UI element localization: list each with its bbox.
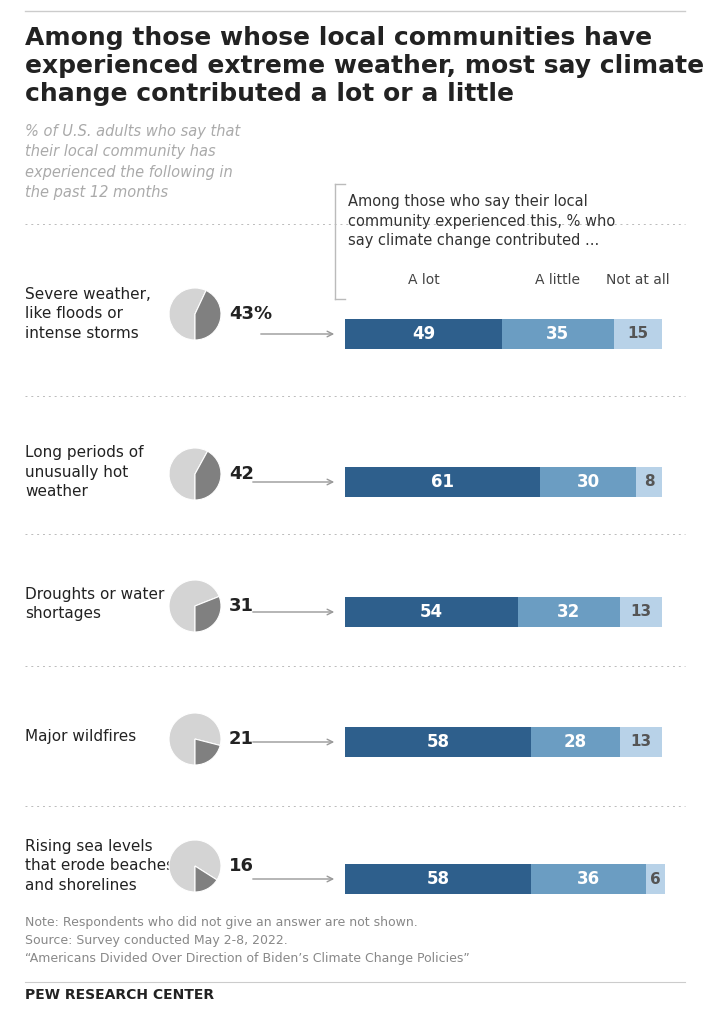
Wedge shape bbox=[169, 580, 219, 632]
Text: 36: 36 bbox=[577, 870, 600, 888]
Text: 54: 54 bbox=[420, 603, 443, 621]
Bar bbox=[636, 467, 662, 497]
Text: 58: 58 bbox=[426, 733, 449, 751]
Text: 13: 13 bbox=[630, 734, 652, 750]
Text: PEW RESEARCH CENTER: PEW RESEARCH CENTER bbox=[25, 988, 214, 1002]
Text: Among those who say their local
community experienced this, % who
say climate ch: Among those who say their local communit… bbox=[348, 194, 616, 248]
Wedge shape bbox=[169, 288, 206, 340]
Text: 58: 58 bbox=[426, 870, 449, 888]
Wedge shape bbox=[195, 452, 221, 500]
Text: Not at all: Not at all bbox=[606, 273, 670, 287]
Wedge shape bbox=[169, 840, 221, 892]
Wedge shape bbox=[195, 866, 217, 892]
Bar bbox=[345, 864, 530, 894]
Bar bbox=[530, 864, 646, 894]
Bar bbox=[345, 727, 530, 757]
Text: A little: A little bbox=[535, 273, 580, 287]
Text: A lot: A lot bbox=[408, 273, 439, 287]
Text: 42: 42 bbox=[229, 465, 254, 483]
Bar bbox=[345, 467, 540, 497]
Text: Note: Respondents who did not give an answer are not shown.
Source: Survey condu: Note: Respondents who did not give an an… bbox=[25, 916, 470, 965]
Text: 8: 8 bbox=[644, 474, 655, 489]
Bar bbox=[614, 319, 662, 349]
Text: Rising sea levels
that erode beaches
and shorelines: Rising sea levels that erode beaches and… bbox=[25, 839, 174, 893]
Text: 30: 30 bbox=[577, 473, 600, 490]
Text: Major wildfires: Major wildfires bbox=[25, 728, 136, 743]
Text: 13: 13 bbox=[630, 604, 652, 620]
Bar bbox=[646, 864, 665, 894]
Bar bbox=[530, 727, 621, 757]
Text: 43%: 43% bbox=[229, 305, 272, 323]
Wedge shape bbox=[195, 291, 221, 340]
Text: % of U.S. adults who say that
their local community has
experienced the followin: % of U.S. adults who say that their loca… bbox=[25, 124, 240, 201]
Text: 16: 16 bbox=[229, 857, 254, 874]
Bar bbox=[621, 597, 662, 627]
Wedge shape bbox=[169, 713, 221, 765]
Bar bbox=[345, 597, 518, 627]
Text: Severe weather,
like floods or
intense storms: Severe weather, like floods or intense s… bbox=[25, 287, 151, 341]
Text: 28: 28 bbox=[564, 733, 587, 751]
Text: 21: 21 bbox=[229, 730, 254, 748]
Wedge shape bbox=[169, 449, 207, 500]
Bar bbox=[540, 467, 636, 497]
Bar bbox=[502, 319, 614, 349]
Text: Long periods of
unusually hot
weather: Long periods of unusually hot weather bbox=[25, 444, 143, 500]
Text: 32: 32 bbox=[557, 603, 581, 621]
Text: 6: 6 bbox=[650, 871, 661, 887]
Bar bbox=[621, 727, 662, 757]
Bar bbox=[518, 597, 621, 627]
Text: Droughts or water
shortages: Droughts or water shortages bbox=[25, 587, 165, 622]
Text: 15: 15 bbox=[627, 327, 648, 341]
Bar bbox=[345, 319, 502, 349]
Text: 31: 31 bbox=[229, 597, 254, 615]
Text: 35: 35 bbox=[546, 325, 569, 343]
Text: 49: 49 bbox=[412, 325, 435, 343]
Text: Among those whose local communities have
experienced extreme weather, most say c: Among those whose local communities have… bbox=[25, 26, 704, 106]
Text: 61: 61 bbox=[431, 473, 454, 490]
Wedge shape bbox=[195, 596, 221, 632]
Wedge shape bbox=[195, 739, 220, 765]
